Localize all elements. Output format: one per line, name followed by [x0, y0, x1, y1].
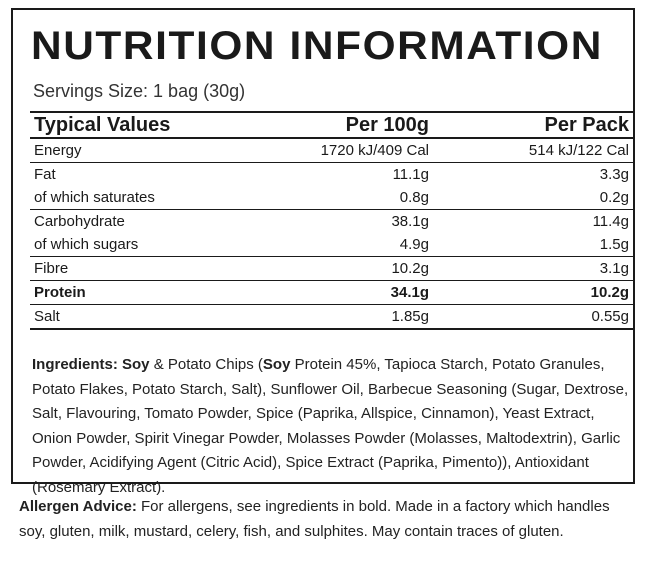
row-per-pack: 514 kJ/122 Cal: [528, 141, 629, 159]
table-row-sugars: of which sugars 4.9g 1.5g: [30, 233, 633, 257]
ingredients-part: Protein 45%, Tapioca Starch, Potato Gran…: [32, 356, 629, 496]
row-per-100g: 38.1g: [391, 212, 429, 230]
row-label: Energy: [34, 141, 82, 159]
row-label: of which saturates: [34, 188, 155, 206]
allergen-advice: Allergen Advice: For allergens, see ingr…: [19, 495, 639, 544]
table-row-saturates: of which saturates 0.8g 0.2g: [30, 186, 633, 210]
row-label: Fat: [34, 165, 56, 183]
nutrition-table: Typical Values Per 100g Per Pack Energy …: [30, 111, 633, 330]
table-row-salt: Salt 1.85g 0.55g: [30, 304, 633, 329]
row-per-pack: 10.2g: [590, 283, 629, 301]
servings-size: Servings Size: 1 bag (30g): [33, 81, 246, 101]
header-typical-values: Typical Values: [34, 114, 171, 136]
ingredients-part: & Potato Chips (: [149, 356, 263, 373]
ingredients-label: Ingredients:: [32, 356, 118, 373]
ingredient-allergen-soy: Soy: [262, 356, 291, 373]
row-per-pack: 0.55g: [591, 307, 629, 325]
row-per-100g: 34.1g: [390, 283, 429, 301]
row-per-pack: 3.1g: [599, 259, 629, 277]
row-per-100g: 0.8g: [399, 188, 429, 206]
table-header-row: Typical Values Per 100g Per Pack: [30, 112, 633, 138]
row-per-100g: 11.1g: [392, 165, 429, 183]
row-per-100g: 10.2g: [391, 259, 429, 277]
ingredients-text: Ingredients: Soy & Potato Chips (Soy Pro…: [32, 353, 634, 500]
ingredient-allergen-soy: Soy: [122, 356, 150, 373]
row-per-100g: 1720 kJ/409 Cal: [320, 141, 429, 159]
row-label: Carbohydrate: [34, 212, 125, 230]
row-label: of which sugars: [34, 235, 139, 253]
row-per-100g: 4.9g: [399, 235, 429, 253]
table-row-carbohydrate: Carbohydrate 38.1g 11.4g: [30, 209, 633, 234]
page-title: NUTRITION INFORMATION: [31, 24, 603, 68]
header-per-100g: Per 100g: [345, 114, 429, 136]
table-row-energy: Energy 1720 kJ/409 Cal 514 kJ/122 Cal: [30, 138, 633, 163]
table-row-protein: Protein 34.1g 10.2g: [30, 280, 633, 305]
row-label: Protein: [34, 283, 86, 301]
nutrition-table-wrap: Typical Values Per 100g Per Pack Energy …: [30, 111, 633, 330]
row-label: Fibre: [34, 259, 69, 277]
nutrition-panel: NUTRITION INFORMATION Servings Size: 1 b…: [11, 8, 635, 496]
header-per-pack: Per Pack: [544, 114, 629, 136]
row-per-pack: 0.2g: [599, 188, 629, 206]
allergen-text: For allergens, see ingredients in bold. …: [19, 498, 610, 540]
allergen-label: Allergen Advice:: [19, 498, 137, 515]
row-per-pack: 3.3g: [599, 165, 629, 183]
row-per-pack: 1.5g: [599, 235, 629, 253]
row-per-pack: 11.4g: [592, 212, 629, 230]
row-label: Salt: [34, 307, 60, 325]
table-row-fibre: Fibre 10.2g 3.1g: [30, 256, 633, 281]
row-per-100g: 1.85g: [391, 307, 429, 325]
table-row-fat: Fat 11.1g 3.3g: [30, 162, 633, 187]
